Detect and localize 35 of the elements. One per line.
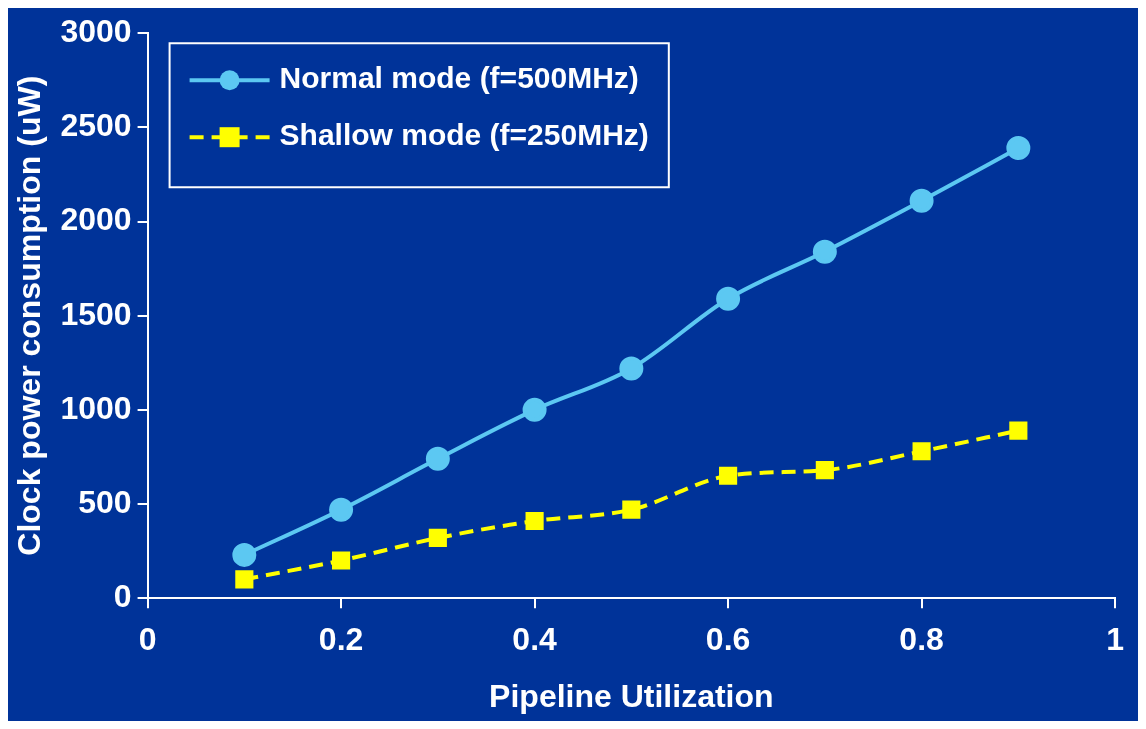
y-axis-title: Clock power consumption (uW) [11,75,48,556]
y-tick-label: 500 [78,483,132,520]
point [812,239,837,264]
legend-label: Normal mode (f=500MHz) [279,61,639,95]
x-axis-title: Pipeline Utilization [489,677,774,714]
legend-label: Shallow mode (f=250MHz) [279,118,649,152]
point [912,442,931,461]
point [235,570,254,589]
y-tick-label: 2000 [60,201,132,238]
point [428,528,447,547]
point [332,551,351,570]
point [1006,136,1031,161]
y-tick-label: 3000 [60,13,132,50]
x-tick-label: 0.4 [512,621,558,658]
x-tick-label: 0.2 [318,621,364,658]
point [815,461,834,480]
y-tick-label: 1000 [60,389,132,426]
y-tick-label: 1500 [60,295,132,332]
x-tick-label: 1 [1106,621,1124,658]
x-tick-label: 0.6 [705,621,751,658]
point [232,542,257,567]
point [619,356,644,381]
point [622,500,641,519]
point [425,446,450,471]
point [719,466,738,485]
point [909,188,934,213]
x-tick-label: 0.8 [899,621,944,658]
point [329,497,354,522]
point [525,511,544,531]
x-tick-label: 0 [138,621,157,658]
point [1009,421,1028,440]
point [522,397,547,422]
y-tick-label: 0 [113,578,132,615]
point [716,286,741,311]
y-tick-label: 2500 [60,107,132,144]
